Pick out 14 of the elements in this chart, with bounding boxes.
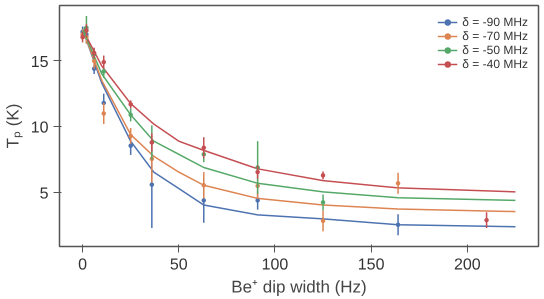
x-tick-label: 50 (170, 256, 188, 274)
x-tick-label: 100 (262, 256, 288, 274)
legend-label: δ = -90 MHz (462, 15, 528, 29)
legend-label: δ = -40 MHz (462, 57, 528, 71)
y-axis-title: Tₚ (K) (4, 104, 24, 148)
x-tick-label: 0 (78, 256, 88, 274)
x-axis-title: Be⁺ dip width (Hz) (231, 278, 367, 296)
legend-label: δ = -70 MHz (462, 29, 528, 43)
y-tick-label: 15 (30, 54, 49, 71)
x-tick-label: 150 (358, 256, 385, 274)
y-tick-label: 5 (40, 186, 49, 203)
y-tick-label: 10 (30, 120, 49, 137)
x-tick-label: 200 (454, 256, 481, 274)
legend-label: δ = -50 MHz (462, 43, 528, 57)
